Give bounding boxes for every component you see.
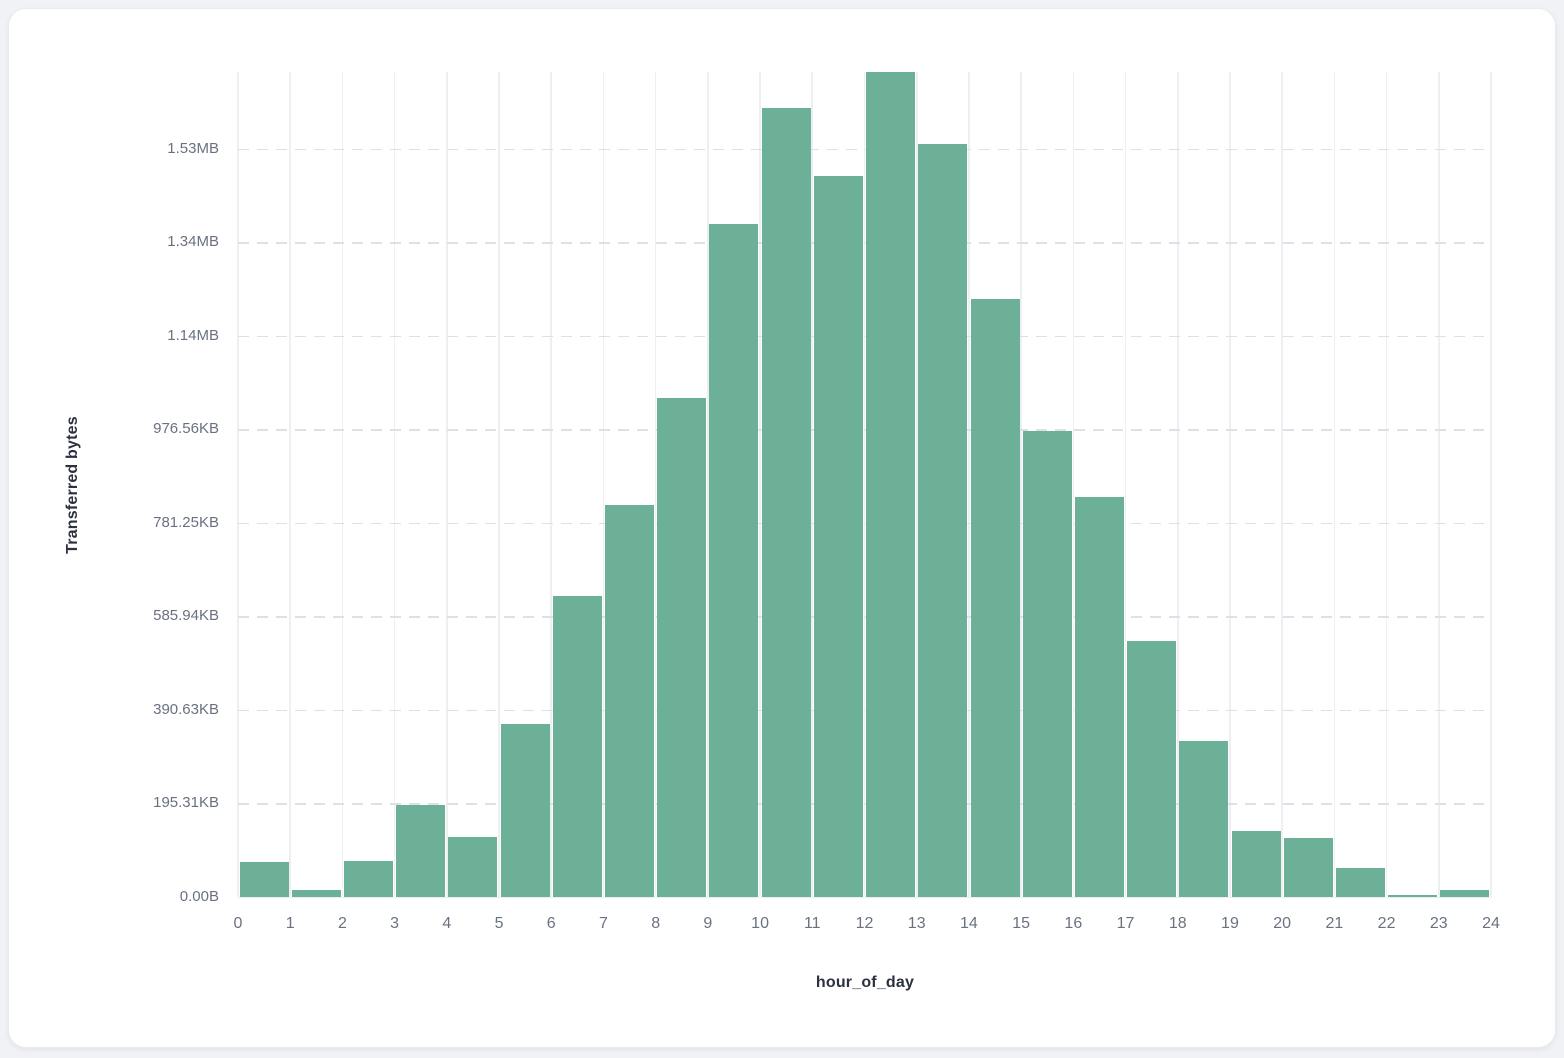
y-tick-label: 0.00B bbox=[179, 888, 219, 905]
x-tick-label: 8 bbox=[651, 915, 661, 932]
x-tick-label: 16 bbox=[1064, 915, 1083, 932]
y-tick-label: 585.94KB bbox=[153, 607, 219, 625]
horizontal-gridline bbox=[238, 709, 1491, 712]
vertical-gridline bbox=[968, 72, 970, 897]
x-tick-label: 11 bbox=[803, 915, 821, 932]
horizontal-gridline bbox=[238, 335, 1491, 338]
x-tick-label: 12 bbox=[855, 915, 874, 932]
histogram-bar[interactable] bbox=[1231, 830, 1281, 897]
vertical-gridline bbox=[707, 72, 709, 897]
histogram-bar[interactable] bbox=[344, 860, 394, 897]
histogram-bar[interactable] bbox=[1022, 431, 1072, 897]
vertical-gridline bbox=[550, 72, 553, 897]
x-tick-label: 9 bbox=[703, 915, 713, 932]
histogram-bar[interactable] bbox=[605, 505, 655, 897]
y-tick-label: 390.63KB bbox=[153, 700, 219, 718]
x-tick-label: 24 bbox=[1482, 915, 1500, 932]
x-tick-label: 13 bbox=[907, 915, 926, 932]
vertical-gridline bbox=[1072, 72, 1075, 897]
vertical-gridline bbox=[1124, 72, 1127, 897]
x-tick-label: 3 bbox=[390, 915, 400, 932]
y-tick-label: 1.14MB bbox=[167, 326, 219, 344]
histogram-bar[interactable] bbox=[1388, 894, 1438, 897]
x-tick-label: 7 bbox=[599, 915, 608, 932]
histogram-bar[interactable] bbox=[970, 299, 1020, 897]
histogram-bar[interactable] bbox=[866, 72, 916, 897]
horizontal-gridline bbox=[238, 803, 1491, 805]
x-tick-label: 2 bbox=[337, 915, 347, 932]
y-tick-label: 781.25KB bbox=[153, 513, 219, 531]
vertical-gridline bbox=[759, 72, 761, 897]
vertical-gridline bbox=[654, 72, 657, 897]
chart-card: Transferred bytes hour_of_day 0.00B 195.3… bbox=[8, 8, 1556, 1048]
histogram-bar[interactable] bbox=[1283, 837, 1333, 897]
x-tick-label: 17 bbox=[1116, 915, 1135, 932]
histogram-bar[interactable] bbox=[1179, 740, 1229, 897]
histogram-bar[interactable] bbox=[1074, 497, 1124, 897]
x-tick-label: 15 bbox=[1012, 915, 1031, 932]
x-tick-label: 5 bbox=[494, 915, 504, 932]
histogram-bar[interactable] bbox=[1127, 640, 1177, 897]
vertical-gridline bbox=[237, 72, 239, 897]
vertical-gridline bbox=[446, 72, 448, 897]
x-tick-label: 23 bbox=[1429, 915, 1448, 932]
histogram-bar[interactable] bbox=[813, 176, 863, 897]
y-tick-label: 1.34MB bbox=[167, 233, 219, 251]
vertical-gridline bbox=[602, 72, 605, 897]
vertical-gridline bbox=[1176, 72, 1179, 897]
vertical-gridline bbox=[1229, 72, 1231, 897]
plot-area bbox=[237, 72, 1492, 898]
vertical-gridline bbox=[1333, 72, 1336, 897]
horizontal-gridline bbox=[238, 616, 1491, 618]
histogram-bar[interactable] bbox=[448, 837, 498, 897]
vertical-gridline bbox=[1490, 72, 1492, 897]
histogram-bar[interactable] bbox=[918, 143, 968, 897]
vertical-gridline bbox=[289, 72, 291, 897]
histogram-bar[interactable] bbox=[761, 108, 811, 897]
x-tick-label: 21 bbox=[1325, 915, 1344, 932]
histogram-bar[interactable] bbox=[657, 398, 707, 897]
histogram-bar[interactable] bbox=[396, 804, 446, 897]
x-tick-label: 20 bbox=[1273, 915, 1292, 932]
x-tick-label: 22 bbox=[1377, 915, 1396, 932]
horizontal-gridline bbox=[238, 429, 1491, 431]
histogram-bar[interactable] bbox=[1335, 868, 1385, 897]
vertical-gridline bbox=[915, 72, 918, 897]
histogram-bar[interactable] bbox=[1440, 890, 1490, 897]
histogram-bar[interactable] bbox=[552, 595, 602, 897]
x-tick-label: 14 bbox=[960, 915, 978, 932]
x-tick-label: 6 bbox=[546, 915, 556, 932]
vertical-gridline bbox=[811, 72, 814, 897]
horizontal-gridline bbox=[238, 242, 1491, 244]
vertical-gridline bbox=[1281, 72, 1283, 897]
vertical-gridline bbox=[1385, 72, 1388, 897]
x-tick-label: 10 bbox=[751, 915, 769, 932]
horizontal-gridline bbox=[238, 522, 1491, 525]
histogram-bar[interactable] bbox=[239, 862, 289, 897]
x-tick-label: 4 bbox=[442, 915, 452, 932]
x-tick-label: 19 bbox=[1221, 915, 1239, 932]
vertical-gridline bbox=[863, 72, 866, 897]
x-axis-line bbox=[238, 897, 1491, 898]
histogram-bar[interactable] bbox=[500, 723, 550, 897]
vertical-gridline bbox=[498, 72, 500, 897]
x-tick-label: 18 bbox=[1168, 915, 1187, 932]
y-tick-label: 195.31KB bbox=[153, 794, 219, 812]
vertical-gridline bbox=[393, 72, 396, 897]
vertical-gridline bbox=[1020, 72, 1022, 897]
horizontal-gridline bbox=[238, 148, 1491, 151]
y-tick-label: 1.53MB bbox=[167, 139, 219, 157]
vertical-gridline bbox=[341, 72, 344, 897]
x-axis-title: hour_of_day bbox=[815, 974, 915, 991]
histogram-bar[interactable] bbox=[709, 223, 759, 897]
vertical-gridline bbox=[1437, 72, 1440, 897]
x-tick-label: 0 bbox=[233, 915, 243, 932]
histogram-bar[interactable] bbox=[291, 889, 341, 897]
x-tick-label: 1 bbox=[285, 915, 295, 932]
y-tick-label: 976.56KB bbox=[153, 420, 219, 438]
